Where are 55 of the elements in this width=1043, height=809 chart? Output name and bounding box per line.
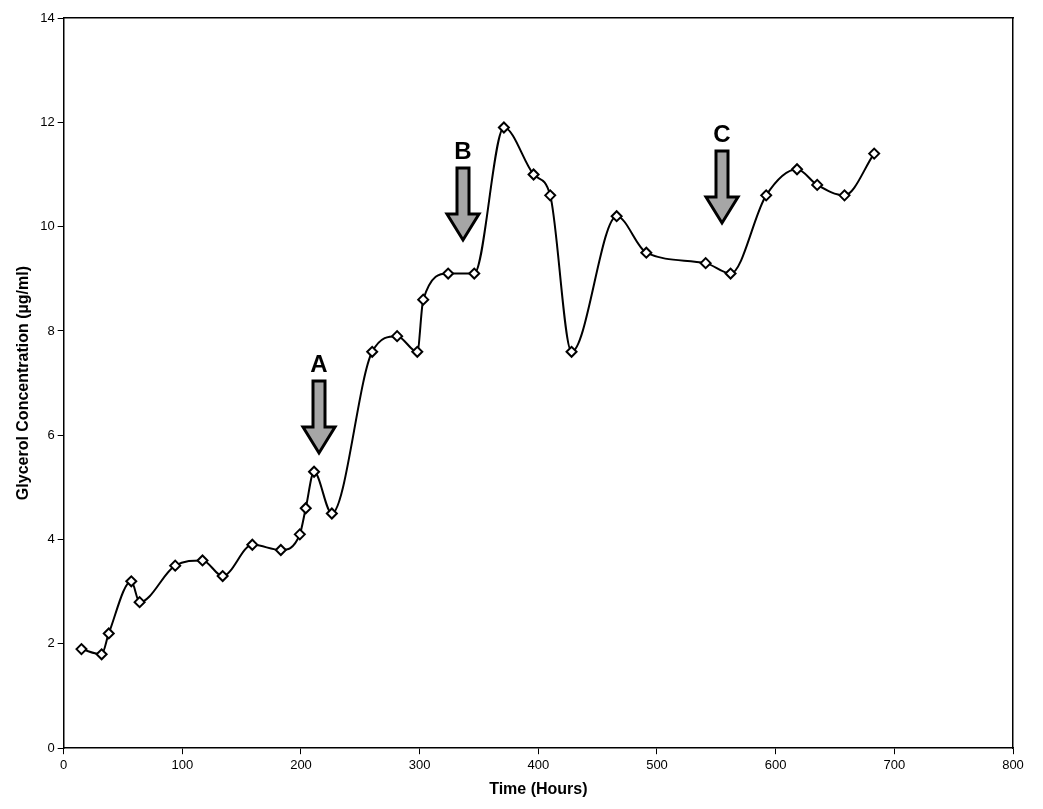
point (391, 330, 404, 343)
point (133, 596, 146, 609)
point (366, 345, 379, 358)
y-tick-label: 14 (40, 9, 55, 25)
point (274, 544, 287, 556)
point (544, 189, 557, 202)
x-tick-label: 400 (527, 756, 550, 772)
point (95, 648, 108, 661)
point (442, 267, 455, 280)
x-tick-label: 100 (171, 756, 194, 772)
point (868, 147, 881, 160)
annotation: C (713, 119, 731, 147)
point (102, 627, 115, 640)
x-tick-label: 500 (646, 756, 668, 772)
y-tick-label: 2 (47, 635, 55, 651)
y-tick-label: 6 (47, 426, 55, 442)
point (468, 267, 481, 280)
point (417, 293, 430, 306)
y-tick-label: 12 (40, 113, 55, 129)
point (75, 643, 88, 656)
x-tick-label: 800 (1002, 756, 1024, 772)
point (169, 559, 182, 572)
point (838, 189, 851, 202)
point (610, 210, 623, 223)
point (308, 465, 321, 478)
point (325, 507, 338, 520)
point (293, 528, 306, 541)
x-tick-label: 600 (764, 756, 787, 772)
point (565, 345, 578, 358)
y-tick-label: 0 (47, 739, 55, 755)
point (299, 502, 312, 515)
point (811, 178, 824, 191)
x-tick-label: 200 (290, 756, 312, 772)
x-tick-label: 0 (60, 756, 68, 772)
point (791, 163, 804, 176)
point (125, 575, 138, 588)
point (246, 538, 259, 551)
point (216, 570, 229, 583)
point (640, 246, 653, 259)
point (699, 257, 712, 270)
x-axis-title: Time (Hours) (489, 779, 588, 797)
point (760, 189, 773, 202)
annotation: A (310, 349, 328, 377)
point (724, 267, 737, 280)
point (411, 345, 424, 358)
y-tick-label: 4 (47, 531, 55, 547)
y-tick-label: 8 (47, 322, 55, 338)
point (196, 554, 209, 567)
point (527, 168, 540, 181)
y-axis-title: Glycerol Concentration (µg/ml) (14, 266, 32, 501)
annotation: B (454, 136, 472, 164)
x-tick-label: 700 (883, 756, 906, 772)
point (497, 121, 510, 134)
y-tick-label: 10 (40, 218, 55, 234)
x-tick-label: 300 (408, 756, 431, 772)
